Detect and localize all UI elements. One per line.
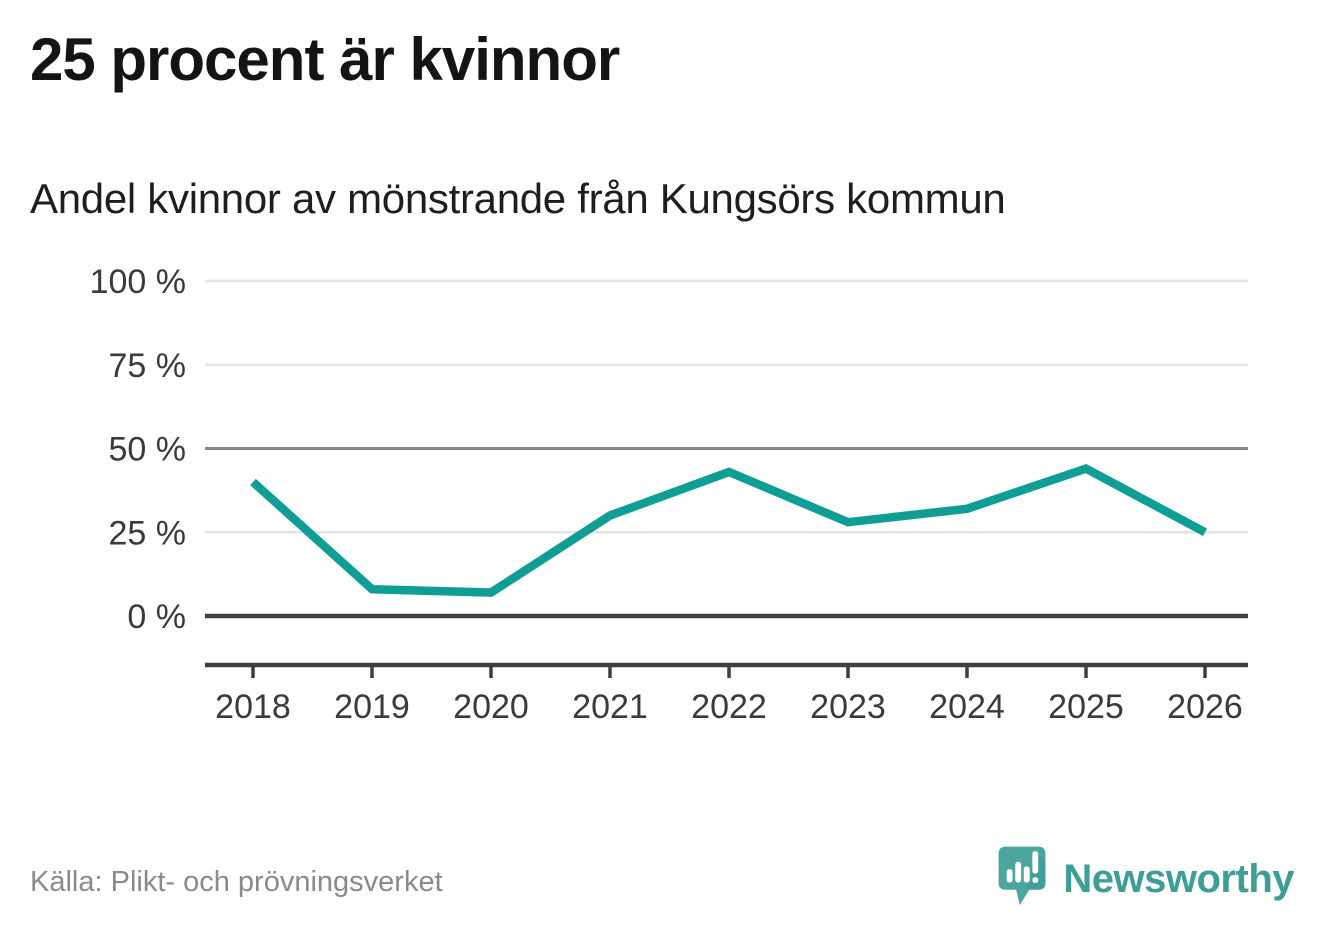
- x-tick-label: 2023: [810, 688, 886, 726]
- chart-subtitle: Andel kvinnor av mönstrande från Kungsör…: [30, 175, 1006, 222]
- headline: 25 procent är kvinnor: [30, 26, 620, 93]
- y-tick-label: 75 %: [109, 347, 187, 385]
- y-tick-label: 25 %: [109, 514, 187, 552]
- data-line: [250, 463, 1208, 597]
- x-tick-label: 2025: [1048, 688, 1124, 726]
- newsworthy-logo-icon: [998, 846, 1046, 906]
- x-tick-label: 2024: [929, 688, 1005, 726]
- x-tick-label: 2026: [1167, 688, 1243, 726]
- x-tick-label: 2021: [572, 688, 648, 726]
- x-tick-label: 2020: [453, 688, 529, 726]
- x-tick-label: 2018: [215, 688, 291, 726]
- y-tick-label: 50 %: [109, 431, 187, 469]
- newsworthy-wordmark: Newsworthy: [1063, 856, 1294, 901]
- logo-bars-icon: [1007, 851, 1039, 884]
- source-note: Källa: Plikt- och prövningsverket: [30, 866, 443, 898]
- x-tick-label: 2019: [334, 688, 410, 726]
- y-tick-label: 0 %: [127, 598, 186, 636]
- x-tick-label: 2022: [691, 688, 767, 726]
- newsworthy-logo: Newsworthy: [995, 840, 1294, 918]
- y-tick-label: 100 %: [90, 263, 186, 301]
